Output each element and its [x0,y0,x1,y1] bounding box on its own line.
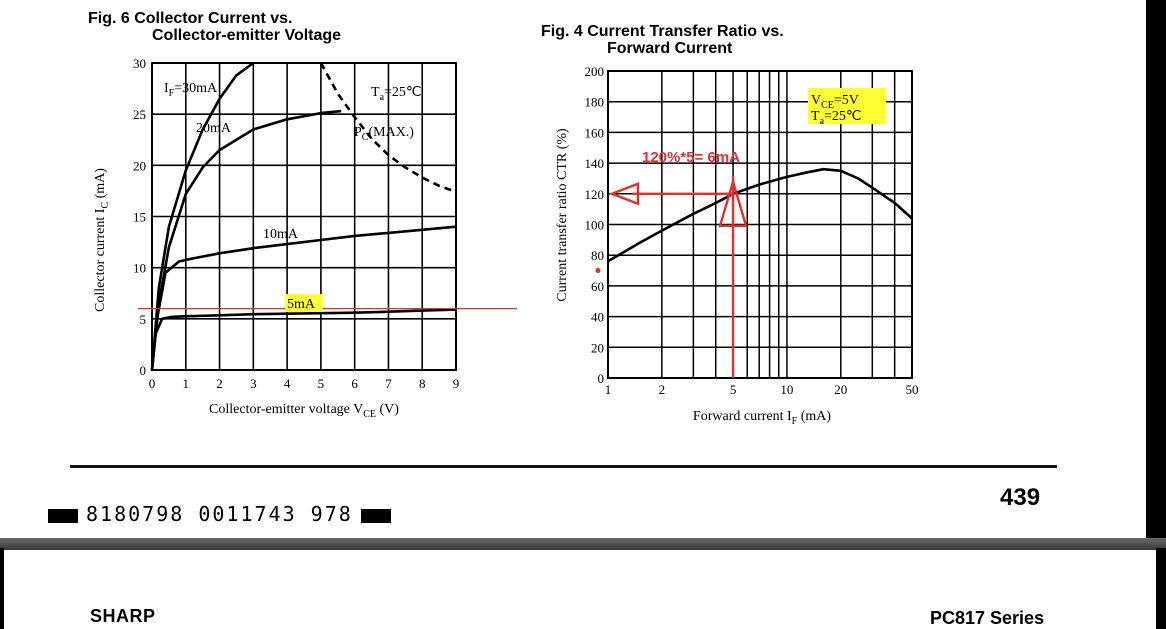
fig6-ta-annotation: Ta=25℃ [371,85,422,103]
fig4-x-tick-label: 20 [834,382,847,397]
fig6-if-annotation: IF=30mA [164,81,218,99]
fig4-xlabel-sub: F [792,416,798,427]
brand-logo: SHARP [90,606,156,626]
fig4-vce-annotation: VCE=5V [811,93,859,111]
fig4-y-tick-label: 180 [585,95,605,110]
fig4-x-tick-label: 1 [605,382,612,397]
fig4-title: Fig. 4 Current Transfer Ratio vs. Forwar… [541,23,784,57]
fig4-horizontal-arrowhead [608,182,640,206]
fig4-y-tick-label: 200 [585,64,605,79]
fig4-title-line2: Forward Current [607,40,733,57]
fig6-ylabel: Collector current IC (mA) [93,168,111,312]
barcode-block-left [48,508,78,523]
fig6-grid [151,62,457,371]
fig4-xlabel: Forward current IF (mA) [693,409,831,427]
fig6-x-tick-label: 5 [318,376,325,391]
fig6-x-tick-label: 6 [351,376,358,391]
fig4-ylabel: Current transfer ratio CTR (%) [555,128,570,302]
fig6-xlabel-sub: CE [363,409,376,420]
fig4-red-dot [595,268,601,274]
fig4-x-tick-label: 2 [659,382,666,397]
fig4-y-tick-label: 160 [585,125,605,140]
fig6-xlabel-main: Collector-emitter voltage V [209,402,363,417]
fig4-y-tick-label: 120 [585,187,605,202]
fig6-curve-label-5ma: 5mA [287,297,316,312]
fig6-series-group [138,61,517,371]
scan-edge-left-bottom [0,548,4,629]
scan-edge-right-bottom [1156,548,1166,629]
fig6-curve-label-20ma: 20mA [196,121,232,136]
page-separator [0,538,1166,550]
fig4-y-tick-label: 60 [591,279,604,294]
fig4-tick-labels: 0 20 40 60 80 100 120 140 160 180 200 1 2 5 10 20 50 [585,64,919,397]
fig4-y-tick-label: 80 [591,248,604,263]
fig4-vertical-arrowhead [718,177,748,228]
fig6-title-line2: Collector-emitter Voltage [152,27,342,44]
fig6-ylabel-sub: C [100,202,111,209]
fig4-x-tick-label: 50 [906,382,919,397]
fig4-title-line1: Fig. 4 Current Transfer Ratio vs. [541,23,784,40]
fig4-x-tick-label: 5 [730,382,737,397]
fig6-chart: 0 1 2 3 4 5 6 7 8 9 0 5 10 15 20 25 30 20mA 10mA 5mA Colle… [93,56,517,420]
fig4-xlabel-main: Forward current I [693,409,792,424]
fig6-title: Fig. 6 Collector Current vs. Collector-e… [88,10,341,44]
fig4-y-tick-label: 100 [585,218,605,233]
fig4-ta-annotation: Ta=25℃ [811,109,862,127]
fig6-x-tick-label: 1 [183,376,190,391]
fig6-x-tick-label: 2 [216,376,223,391]
fig4-x-tick-label: 10 [780,382,793,397]
fig6-label-highlight [285,294,323,312]
fig6-title-line1: Fig. 6 Collector Current vs. [88,10,293,27]
fig6-curve-label-10ma: 10mA [263,227,299,242]
fig4-grid [607,70,913,379]
fig4-y-tick-label: 140 [585,156,605,171]
fig6-series-pcmax [319,62,457,194]
fig6-curve-labels: 20mA 10mA 5mA [196,121,323,312]
fig6-xlabel-unit: (V) [380,402,400,417]
fig6-x-tick-label: 3 [250,376,257,391]
fig4-y-tick-label: 40 [591,310,604,325]
fig4-xlabel-unit: (mA) [801,409,832,424]
fig6-y-tick-label: 5 [140,312,147,327]
fig6-y-tick-label: 15 [133,210,146,225]
fig4-y-tick-label: 0 [598,371,605,386]
fig6-ylabel-main: Collector current I [93,208,108,312]
fig6-x-tick-label: 7 [385,376,392,391]
fig6-tick-labels: 0 1 2 3 4 5 6 7 8 9 0 5 10 15 20 25 30 [133,56,459,391]
fig6-series-10ma [150,225,457,371]
fig6-x-tick-label: 0 [149,376,156,391]
fig6-y-tick-label: 20 [133,158,146,173]
page-number: 439 [1000,484,1041,511]
fig6-xlabel: Collector-emitter voltage VCE (V) [209,402,399,420]
series-name: PC817 Series [930,608,1045,628]
fig4-y-tick-label: 20 [591,340,604,355]
fig6-x-tick-label: 4 [284,376,291,391]
fig4-red-note: 120%*5= 6mA [642,149,740,166]
fig6-ylabel-unit: (mA) [93,168,108,199]
fig6-y-tick-label: 25 [133,107,146,122]
fig6-y-tick-label: 30 [133,56,146,71]
fig6-y-tick-label: 10 [133,261,146,276]
footer-rule [70,465,1057,468]
fig6-pc-annotation: PC(MAX.) [354,125,414,143]
fig6-x-tick-label: 8 [419,376,426,391]
fig6-y-tick-label: 0 [140,363,147,378]
page-top [0,0,1146,538]
fig6-series-5ma [150,308,457,371]
fig6-series-30ma [150,61,255,371]
scan-edge-right [1146,0,1166,538]
barcode-block-right [360,508,391,523]
barcode-text: 8180798 0011743 978 [86,502,353,526]
fig4-series-ctr [607,167,913,263]
fig4-overlay [595,175,748,378]
fig6-x-tick-label: 9 [453,376,460,391]
barcode-line: 8180798 0011743 978 [40,502,399,526]
fig4-series-group [607,167,913,263]
fig4-chart: 0 20 40 60 80 100 120 140 160 180 200 1 2 5 10 20 50 Cur… [555,64,919,427]
fig4-cond-highlight [808,88,886,124]
